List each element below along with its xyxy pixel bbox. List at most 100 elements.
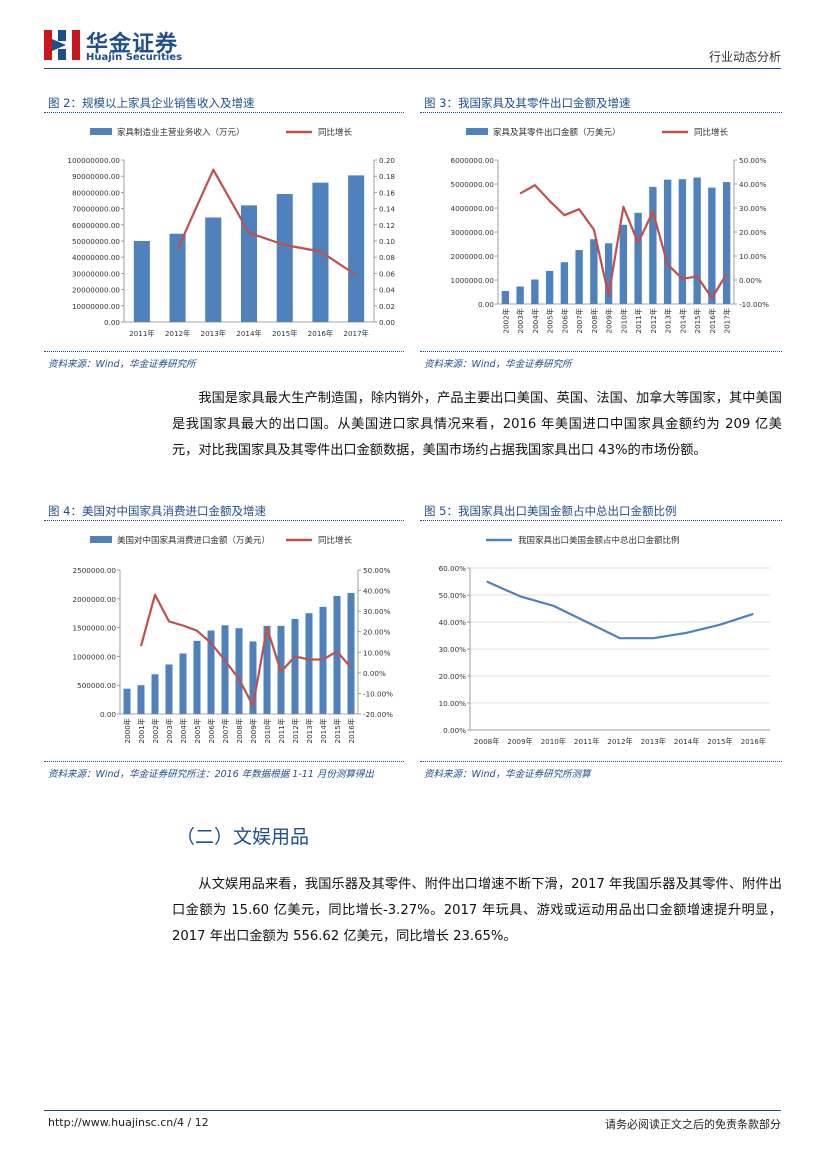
fig3-source-line <box>420 351 782 352</box>
logo-cn-text: 华金证券 <box>86 32 179 57</box>
bar <box>151 674 159 714</box>
y2-tick-label: 20.00% <box>739 228 767 237</box>
legend-bar-swatch <box>466 128 488 135</box>
bar <box>291 618 299 714</box>
bar <box>575 250 583 304</box>
bar <box>123 688 131 714</box>
y2-tick-label: 50.00% <box>739 156 767 165</box>
bar <box>722 182 731 304</box>
x-tick-label: 2015年 <box>707 737 732 746</box>
bar <box>235 628 243 714</box>
bar <box>516 286 524 304</box>
x-tick-label: 2010年 <box>541 737 566 746</box>
y2-tick-label: 0.08 <box>379 253 395 262</box>
y-tick-label: 20000000.00 <box>72 286 120 295</box>
x-tick-label: 2013年 <box>641 737 666 746</box>
y2-tick-label: -20.00% <box>363 710 393 719</box>
x-tick-label: 2005年 <box>193 718 202 743</box>
y2-tick-label: 30.00% <box>739 204 767 213</box>
bar <box>649 186 657 304</box>
legend-bar-swatch <box>90 536 112 543</box>
bar <box>137 685 145 714</box>
fig4-title-underline <box>44 520 404 521</box>
fig2-source: 资料来源：Wind，华金证券研究所 <box>48 359 196 370</box>
legend-bar-label: 家具制造业主营业务收入（万元） <box>117 127 245 138</box>
bar <box>545 270 554 304</box>
y2-tick-label: 0.16 <box>379 188 395 197</box>
x-tick-label: 2003年 <box>516 308 525 333</box>
y-tick-label: 50000000.00 <box>72 237 120 246</box>
x-tick-label: 2006年 <box>560 308 569 333</box>
x-tick-label: 2015年 <box>272 329 297 338</box>
x-tick-label: 2006年 <box>207 718 216 743</box>
footer-url-text[interactable]: http://www.huajinsc.cn/ <box>48 1116 177 1129</box>
y2-tick-label: 0.14 <box>379 205 395 214</box>
y-tick-label: 80000000.00 <box>72 188 120 197</box>
legend-bar-label: 家具及其零件出口金额（万美元） <box>493 127 621 138</box>
y2-tick-label: -10.00% <box>739 300 769 309</box>
y2-tick-label: 20.00% <box>363 628 391 637</box>
x-tick-label: 2002年 <box>501 308 510 333</box>
x-tick-label: 2012年 <box>649 308 658 333</box>
fig5-source-line <box>420 761 782 762</box>
x-tick-label: 2009年 <box>507 737 532 746</box>
y2-tick-label: 0.12 <box>379 221 395 230</box>
x-tick-label: 2014年 <box>678 308 687 333</box>
x-tick-label: 2014年 <box>236 329 261 338</box>
y-tick-label: 1000000.00 <box>451 276 495 285</box>
report-type: 行业动态分析 <box>708 50 781 64</box>
x-tick-label: 2010年 <box>263 718 272 743</box>
bar <box>347 593 355 714</box>
bar <box>333 595 341 714</box>
fig4-source-line <box>44 761 404 762</box>
y-tick-label: 60.00% <box>439 564 467 573</box>
y-tick-label: 50.00% <box>439 591 467 600</box>
y-tick-label: 20.00% <box>439 672 467 681</box>
y-tick-label: 4000000.00 <box>451 204 495 213</box>
x-tick-label: 2003年 <box>165 718 174 743</box>
y-tick-label: 30000000.00 <box>72 269 120 278</box>
x-tick-label: 2001年 <box>137 718 146 743</box>
y2-tick-label: 0.00 <box>379 318 395 327</box>
bar <box>179 653 187 714</box>
fig5-title-underline <box>420 520 782 521</box>
y-tick-label: 500000.00 <box>77 681 116 690</box>
footer-divider <box>44 1110 781 1111</box>
x-tick-label: 2015年 <box>333 718 342 743</box>
section-title: （二）文娱用品 <box>176 826 310 848</box>
y2-tick-label: 40.00% <box>363 587 391 596</box>
bar <box>560 262 569 304</box>
footer-url[interactable]: http://www.huajinsc.cn/4 / 12 <box>48 1116 209 1129</box>
footer-page-number: 4 / 12 <box>176 1116 209 1129</box>
x-tick-label: 2016年 <box>308 329 333 338</box>
y-tick-label: 0.00 <box>100 710 116 719</box>
y2-tick-label: 0.18 <box>379 172 395 181</box>
y-tick-label: 0.00% <box>443 726 466 735</box>
bar <box>590 239 598 304</box>
y2-tick-label: 0.20 <box>379 156 395 165</box>
x-tick-label: 2016年 <box>347 718 356 743</box>
y2-tick-label: -10.00% <box>363 689 393 698</box>
x-tick-label: 2005年 <box>546 308 555 333</box>
y-tick-label: 40.00% <box>439 618 467 627</box>
fig2-title-underline <box>44 112 404 113</box>
bar <box>263 625 271 714</box>
y-tick-label: 2000000.00 <box>451 252 495 261</box>
y-tick-label: 90000000.00 <box>72 172 120 181</box>
x-tick-label: 2011年 <box>277 718 286 743</box>
y-tick-label: 1000000.00 <box>73 652 117 661</box>
y2-tick-label: 50.00% <box>363 566 391 575</box>
x-tick-label: 2002年 <box>151 718 160 743</box>
bar <box>133 241 150 322</box>
bar <box>276 194 293 322</box>
x-tick-label: 2004年 <box>531 308 540 333</box>
bar <box>249 641 257 714</box>
bar <box>619 224 628 304</box>
y-tick-label: 0.00 <box>104 318 120 327</box>
bar <box>663 179 672 304</box>
legend-line-label: 同比增长 <box>694 127 729 138</box>
y2-tick-label: 0.00% <box>739 276 762 285</box>
y-tick-label: 1500000.00 <box>73 624 117 633</box>
x-tick-label: 2012年 <box>291 718 300 743</box>
bar <box>169 233 186 322</box>
